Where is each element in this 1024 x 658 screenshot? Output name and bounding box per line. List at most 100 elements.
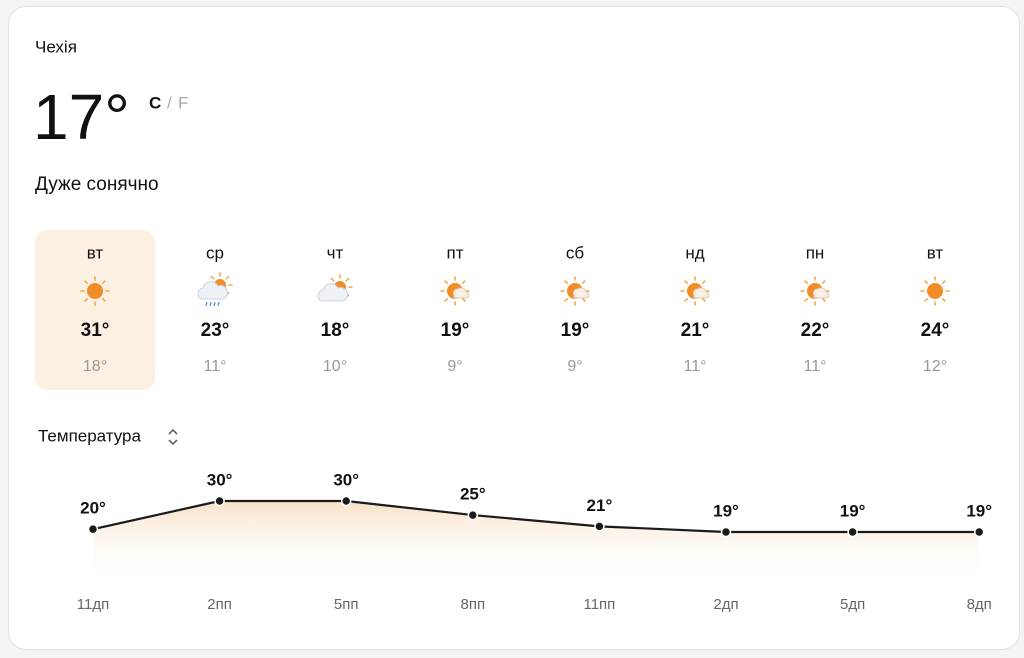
day-high: 22° — [801, 320, 830, 341]
x-tick-label: 8пп — [461, 596, 486, 613]
x-tick-label: 11дп — [77, 596, 109, 613]
unit-c[interactable]: C — [149, 93, 161, 112]
value-label: 20° — [80, 499, 106, 518]
weather-icon — [800, 276, 830, 306]
point — [720, 526, 732, 538]
sun-ray — [210, 275, 215, 280]
sun-ray — [924, 280, 929, 285]
sun-ray — [330, 277, 335, 282]
point — [847, 526, 858, 538]
point — [973, 526, 985, 538]
day-low: 9° — [447, 358, 462, 375]
day-name: вт — [927, 243, 944, 262]
sun-ray — [101, 280, 106, 285]
x-tick-label: 8дп — [967, 596, 992, 613]
cloud-part — [452, 287, 470, 299]
sun-ray — [941, 297, 946, 302]
cloud — [197, 281, 228, 300]
day-high: 19° — [561, 320, 590, 341]
sun-ray — [564, 297, 569, 302]
day-name: ср — [206, 243, 224, 262]
day-high: 18° — [321, 320, 350, 341]
current-temp: 17° — [33, 81, 130, 153]
area-fill — [93, 501, 980, 580]
value-label: 30° — [207, 470, 233, 489]
rain-drop — [213, 301, 216, 307]
cloud-part — [692, 287, 710, 299]
weather-icon — [560, 276, 590, 306]
day-low: 11° — [683, 358, 706, 375]
sun-ray — [444, 280, 449, 285]
weather-icon — [680, 276, 710, 306]
sun-ray — [84, 297, 89, 302]
sun-ray — [225, 275, 230, 280]
value-label: 19° — [840, 501, 866, 520]
sun-ray — [581, 280, 586, 285]
dropdown-icon[interactable] — [168, 428, 178, 446]
sun-ray — [444, 297, 449, 302]
sun-ray — [684, 297, 689, 302]
day-name: сб — [566, 243, 585, 262]
cloud — [317, 283, 348, 302]
selected-day — [35, 230, 155, 390]
day-low: 18° — [83, 358, 107, 375]
sun-core — [87, 283, 103, 299]
sun-ray — [701, 297, 706, 302]
chart-title[interactable]: Температура — [38, 426, 142, 445]
sun-ray — [461, 297, 466, 302]
sun-ray — [941, 280, 946, 285]
day-name: чт — [327, 243, 344, 262]
x-tick-label: 2дп — [713, 596, 738, 613]
sun-ray — [701, 280, 706, 285]
day-high: 31° — [81, 320, 110, 341]
day-low: 10° — [323, 358, 347, 375]
temperature-line — [92, 499, 980, 534]
unit-separator: / — [167, 93, 172, 112]
cloud-part — [572, 287, 590, 299]
value-label: 21° — [587, 496, 613, 515]
sun-ray — [345, 277, 350, 282]
rain-drop — [205, 301, 208, 307]
value-label: 25° — [460, 485, 486, 504]
sun-ray — [101, 297, 106, 302]
sun-ray — [804, 297, 809, 302]
weather-icon — [920, 276, 950, 306]
weather-icon — [197, 272, 233, 307]
day-name: вт — [87, 243, 104, 262]
x-tick-label: 11пп — [583, 596, 615, 613]
day-name: пт — [447, 243, 464, 262]
day-low: 12° — [923, 358, 947, 375]
location: Чехія — [35, 37, 77, 56]
day-high: 23° — [201, 320, 230, 341]
x-tick-label: 5пп — [334, 596, 359, 613]
cloud-part — [812, 287, 830, 299]
condition: Дуже сонячно — [35, 174, 159, 195]
sun-ray — [84, 280, 89, 285]
sun-ray — [821, 280, 826, 285]
sun-ray — [804, 280, 809, 285]
unit-f[interactable]: F — [178, 93, 188, 112]
point — [467, 509, 479, 521]
x-tick-label: 2пп — [207, 596, 232, 613]
sun-ray — [581, 297, 586, 302]
value-label: 19° — [966, 501, 992, 520]
day-high: 24° — [921, 320, 950, 341]
rain-drop — [217, 301, 220, 307]
sun-ray — [924, 297, 929, 302]
weather-icon — [440, 276, 470, 306]
sun-ray — [461, 280, 466, 285]
point — [594, 521, 605, 532]
weather-icon — [317, 274, 353, 302]
sun-ray — [564, 280, 569, 285]
x-tick-label: 5дп — [840, 596, 865, 613]
day-name: нд — [685, 243, 704, 262]
weather-icon — [80, 276, 110, 306]
value-label: 19° — [713, 501, 739, 520]
value-label: 30° — [333, 470, 359, 489]
rain-drop — [209, 301, 212, 307]
day-low: 9° — [567, 358, 582, 375]
point — [87, 523, 99, 535]
sun-ray — [684, 280, 689, 285]
